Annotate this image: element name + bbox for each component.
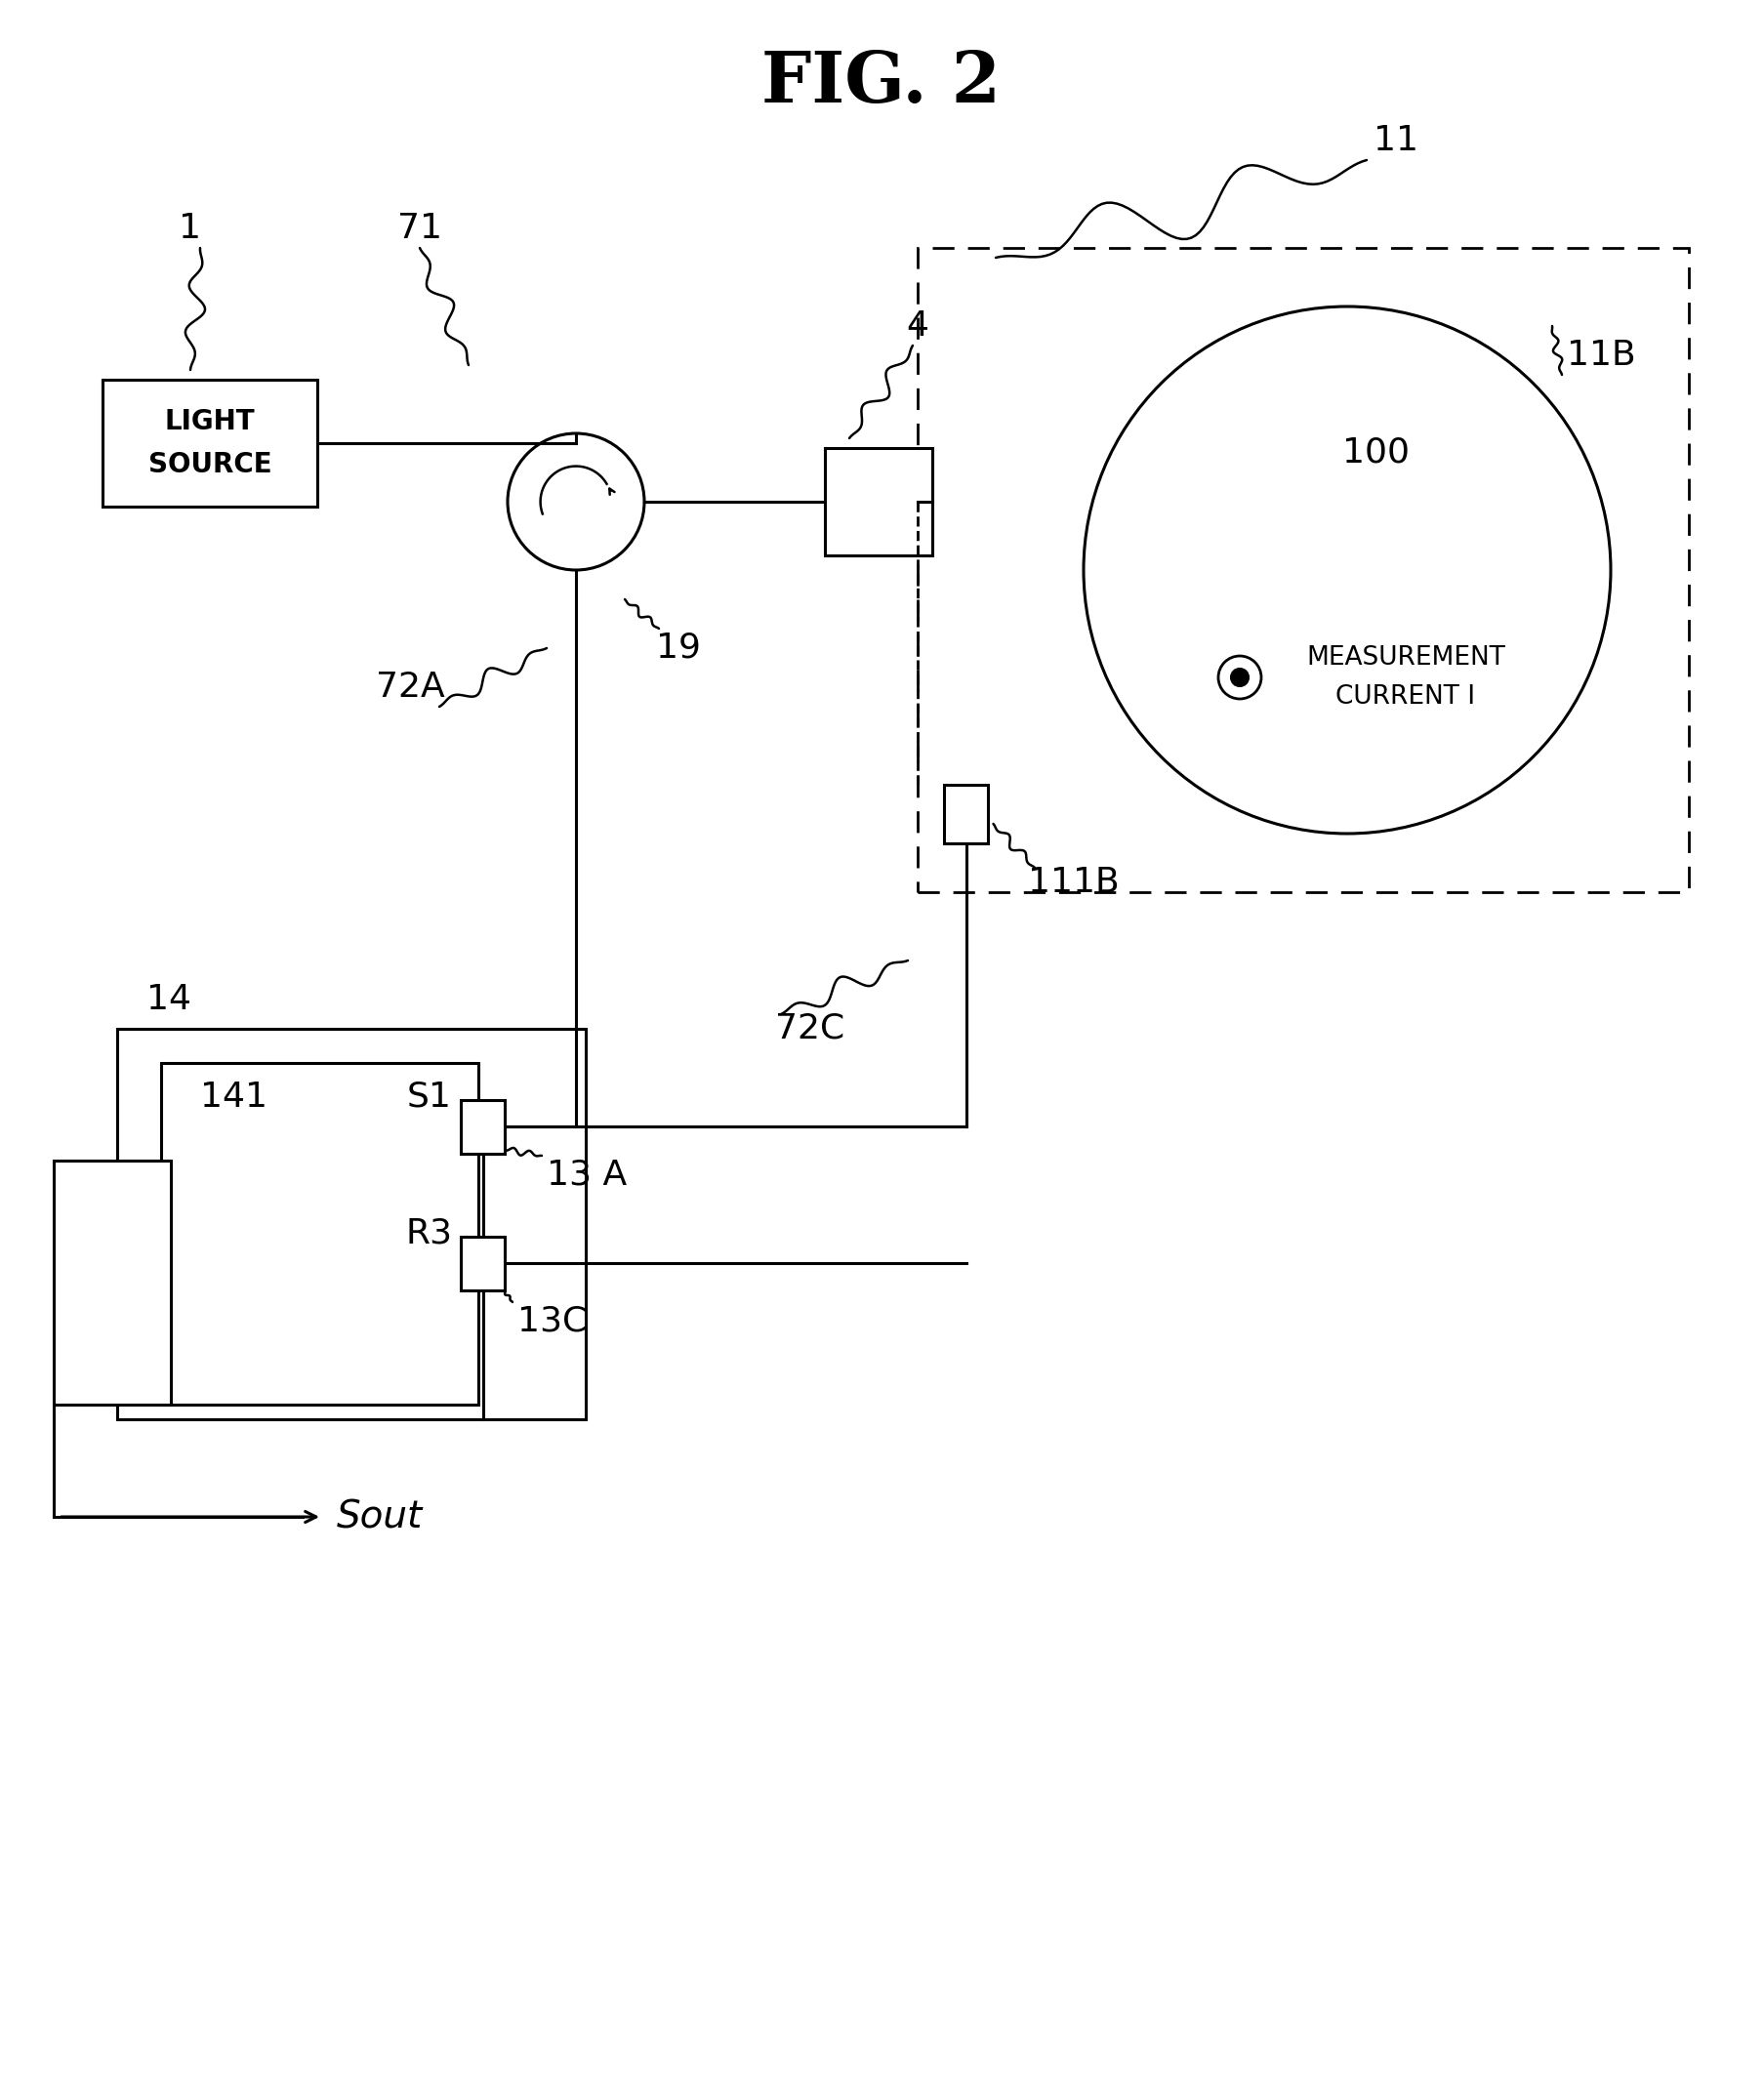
Text: S1: S1 (407, 1081, 452, 1114)
Circle shape (1083, 306, 1611, 833)
Text: R3: R3 (406, 1216, 453, 1250)
Bar (161, 1062, 478, 1404)
Circle shape (1231, 669, 1249, 685)
Bar (826, 448, 933, 556)
Text: 72C: 72C (776, 1012, 845, 1046)
Bar (102, 379, 318, 506)
Bar (53, 1160, 171, 1404)
Text: SOURCE: SOURCE (148, 450, 272, 479)
Text: 14: 14 (146, 983, 191, 1017)
Text: CURRENT I: CURRENT I (1335, 683, 1476, 710)
Bar (917, 248, 1688, 892)
Text: 72A: 72A (376, 671, 445, 704)
Text: 4: 4 (907, 310, 930, 342)
Text: Sout: Sout (337, 1498, 423, 1535)
Text: FIG. 2: FIG. 2 (762, 48, 1002, 117)
Text: 11: 11 (1374, 125, 1418, 156)
Bar (116, 1029, 586, 1419)
Text: 1: 1 (180, 212, 201, 246)
Text: 100: 100 (1342, 435, 1409, 469)
Bar (460, 1235, 505, 1289)
Text: 13 A: 13 A (547, 1158, 626, 1191)
Text: 11B: 11B (1566, 340, 1635, 373)
Bar (944, 785, 988, 844)
Text: MEASUREMENT: MEASUREMENT (1305, 646, 1505, 671)
Text: 141: 141 (201, 1081, 268, 1114)
Text: 13C: 13C (517, 1306, 587, 1337)
Circle shape (508, 433, 644, 571)
Text: 71: 71 (397, 212, 443, 246)
Text: LIGHT: LIGHT (164, 408, 256, 435)
Circle shape (1219, 656, 1261, 700)
Text: 111B: 111B (1028, 867, 1120, 900)
Bar (460, 1100, 505, 1154)
Text: 19: 19 (656, 631, 700, 664)
